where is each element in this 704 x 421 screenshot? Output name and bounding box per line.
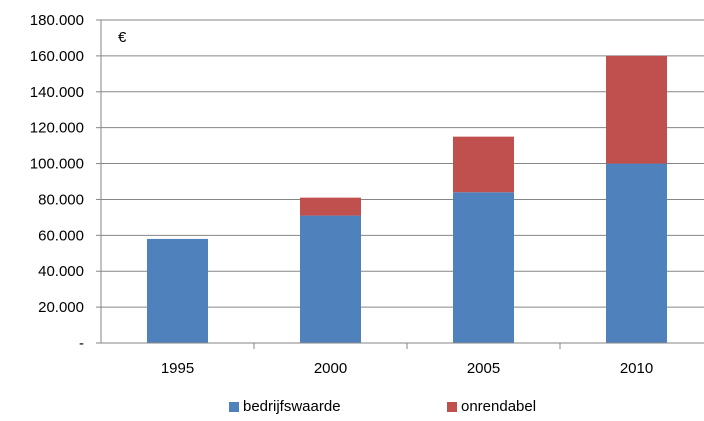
bars <box>147 55 667 343</box>
x-tick-label: 2005 <box>467 360 500 377</box>
y-tick-label: 180.000 <box>30 12 84 29</box>
y-tick-label: 20.000 <box>38 299 84 316</box>
x-tick-label: 2000 <box>314 360 347 377</box>
legend-swatch-onrendabel <box>447 401 457 412</box>
legend-item-bedrijfswaarde: bedrijfswaarde <box>229 398 341 415</box>
y-tick-label: 100.000 <box>30 156 84 173</box>
bar-onrendabel-2010 <box>606 55 667 164</box>
legend-label: onrendabel <box>461 398 537 415</box>
bar-bedrijfswaarde-2000 <box>300 215 361 343</box>
axes <box>96 19 704 349</box>
y-tick-label: 140.000 <box>30 84 84 101</box>
y-tick-label: 40.000 <box>38 263 84 280</box>
y-tick-labels: - 20.000 40.000 60.000 80.000 100.000 120.000 1… <box>30 12 84 352</box>
y-tick-label: 80.000 <box>38 191 84 208</box>
y-tick-label: 160.000 <box>30 48 84 65</box>
stacked-bar-chart: - 20.000 40.000 60.000 80.000 100.000 120.000 1… <box>30 12 704 377</box>
legend-item-onrendabel: onrendabel <box>447 398 536 415</box>
x-tick-labels: 1995 2000 2005 2010 <box>161 360 653 377</box>
legend: bedrijfswaarde onrendabel <box>0 398 704 420</box>
bar-bedrijfswaarde-2010 <box>606 163 667 343</box>
y-tick-label: 120.000 <box>30 120 84 137</box>
bar-onrendabel-2000 <box>300 197 361 216</box>
legend-label: bedrijfswaarde <box>243 398 341 415</box>
bar-bedrijfswaarde-2005 <box>453 192 514 343</box>
x-tick-label: 1995 <box>161 360 194 377</box>
y-tick-label: 60.000 <box>38 227 84 244</box>
legend-swatch-bedrijfswaarde <box>229 401 239 412</box>
y-tick-label: - <box>79 335 84 352</box>
bar-onrendabel-2005 <box>453 136 514 193</box>
bar-bedrijfswaarde-1995 <box>147 238 208 343</box>
unit-label: € <box>118 29 127 46</box>
x-tick-label: 2010 <box>620 360 653 377</box>
